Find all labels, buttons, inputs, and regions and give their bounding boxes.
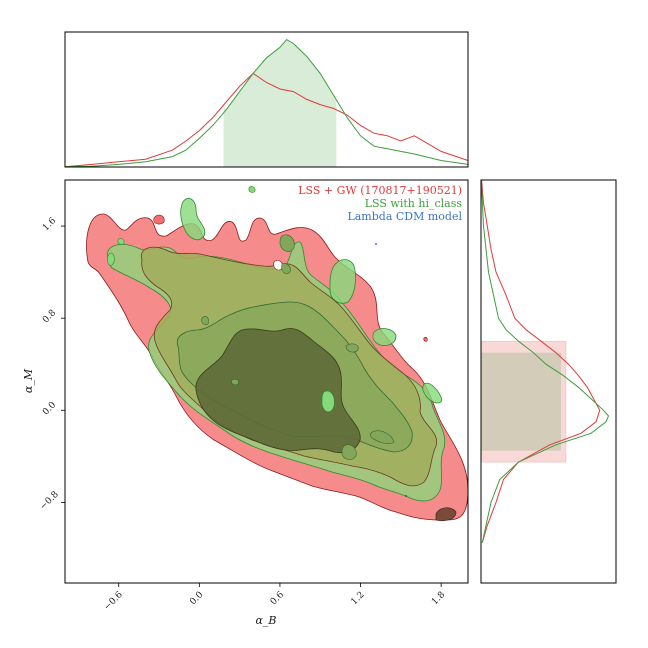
contour-green-small-3 (107, 252, 115, 266)
x-tick-label: 0.6 (269, 590, 286, 607)
contour-red-95-hole (273, 260, 283, 271)
contour-green-small-2 (117, 238, 125, 245)
contour-green-95-island-1 (180, 197, 206, 241)
y-axis-label: α_M (22, 368, 35, 393)
marginal-curve-alphaM-green (480, 179, 610, 543)
x-axis-ticks: −0.6 0.0 0.6 1.2 1.8 (102, 583, 447, 613)
y-tick-label: 1.6 (41, 216, 58, 233)
right-panel-frame (480, 179, 617, 584)
x-tick-label: 1.8 (430, 590, 447, 607)
contour-red-small-2 (423, 336, 428, 342)
y-tick-label: 0.0 (41, 400, 58, 417)
legend-entry-red: LSS + GW (170817+190521) (298, 184, 462, 197)
x-tick-label: 0.0 (188, 590, 205, 607)
contour-green-small-4 (279, 234, 295, 252)
x-tick-label: −0.6 (102, 590, 125, 613)
contour-green-small-8 (231, 378, 239, 386)
main-panel-frame (64, 179, 469, 584)
legend-entry-green: LSS with hi_class (365, 197, 463, 210)
contour-green-small-10 (345, 343, 359, 353)
y-tick-label: −0.8 (38, 490, 61, 513)
contour-overlap-core (195, 328, 361, 454)
legend-entry-blue: Lambda CDM model (347, 210, 462, 223)
credible-band-alphaM-red (480, 340, 567, 463)
y-axis-ticks: −0.8 0.0 0.8 1.6 (38, 216, 65, 512)
contour-green-small-6 (321, 390, 335, 413)
contour-green-dot (405, 495, 407, 497)
x-axis-label: α_B (255, 614, 276, 627)
top-panel-frame (64, 31, 469, 168)
credible-band-alphaM-green (481, 352, 561, 451)
contour-green-small-5 (281, 263, 291, 274)
marginal-curve-alphaM-red (481, 179, 601, 543)
top-marginal-panel (64, 31, 469, 168)
right-marginal-panel (480, 179, 617, 584)
contour-green-small-1 (248, 186, 256, 193)
contour-blue-point (375, 243, 377, 245)
contour-green-95-island-2 (329, 259, 356, 304)
contour-green-95-island-3 (372, 328, 397, 346)
contour-green-small-9 (201, 316, 209, 325)
marginal-curve-alphaB-red (64, 72, 469, 168)
contour-green-95-island-4 (422, 382, 443, 404)
x-tick-label: 1.2 (349, 590, 366, 607)
contour-green-small-11 (370, 430, 395, 444)
contour-green-small-7 (341, 444, 357, 460)
y-tick-label: 0.8 (41, 308, 58, 325)
credible-band-alphaB-green-fill (223, 39, 337, 167)
contour-red-small-1 (153, 214, 165, 225)
contour-red-small-3 (435, 507, 457, 522)
main-contour-panel: LSS + GW (170817+190521) LSS with hi_cla… (64, 179, 469, 584)
marginal-curve-alphaB-green (64, 38, 469, 168)
